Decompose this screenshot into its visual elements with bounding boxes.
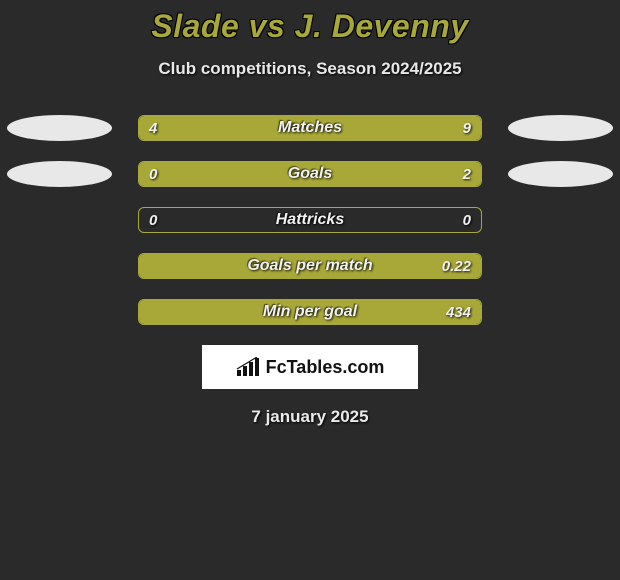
brand-box: FcTables.com xyxy=(202,345,418,389)
stat-bar: 02Goals xyxy=(138,161,482,187)
player-left-marker xyxy=(7,161,112,187)
bar-fill-right xyxy=(244,116,481,140)
stat-bar: 49Matches xyxy=(138,115,482,141)
bar-fill-right xyxy=(139,300,481,324)
stat-row: 02Goals xyxy=(0,161,620,187)
stat-bar: 0.22Goals per match xyxy=(138,253,482,279)
date-label: 7 january 2025 xyxy=(0,407,620,427)
comparison-card: Slade vs J. Devenny Club competitions, S… xyxy=(0,0,620,427)
subtitle: Club competitions, Season 2024/2025 xyxy=(0,59,620,79)
bar-fill-right xyxy=(139,162,481,186)
stat-value-right: 0.22 xyxy=(442,254,471,278)
stat-value-left: 0 xyxy=(149,162,157,186)
player-right-marker xyxy=(508,161,613,187)
stat-row: 434Min per goal xyxy=(0,299,620,325)
player-right-marker xyxy=(508,115,613,141)
stat-value-right: 2 xyxy=(463,162,471,186)
page-title: Slade vs J. Devenny xyxy=(0,8,620,45)
bar-fill-right xyxy=(139,254,481,278)
stat-row: 49Matches xyxy=(0,115,620,141)
stats-list: 49Matches02Goals00Hattricks0.22Goals per… xyxy=(0,115,620,325)
stat-label: Hattricks xyxy=(139,208,481,232)
stat-value-right: 434 xyxy=(446,300,471,324)
player-left-marker xyxy=(7,115,112,141)
stat-value-left: 4 xyxy=(149,116,157,140)
stat-row: 0.22Goals per match xyxy=(0,253,620,279)
stat-bar: 434Min per goal xyxy=(138,299,482,325)
bars-chart-icon xyxy=(236,357,260,377)
stat-value-right: 0 xyxy=(463,208,471,232)
stat-value-right: 9 xyxy=(463,116,471,140)
stat-row: 0 0Hattricks xyxy=(0,207,620,233)
brand-label: FcTables.com xyxy=(266,357,385,378)
stat-bar: 0 0Hattricks xyxy=(138,207,482,233)
stat-value-left: 0 xyxy=(149,208,157,232)
